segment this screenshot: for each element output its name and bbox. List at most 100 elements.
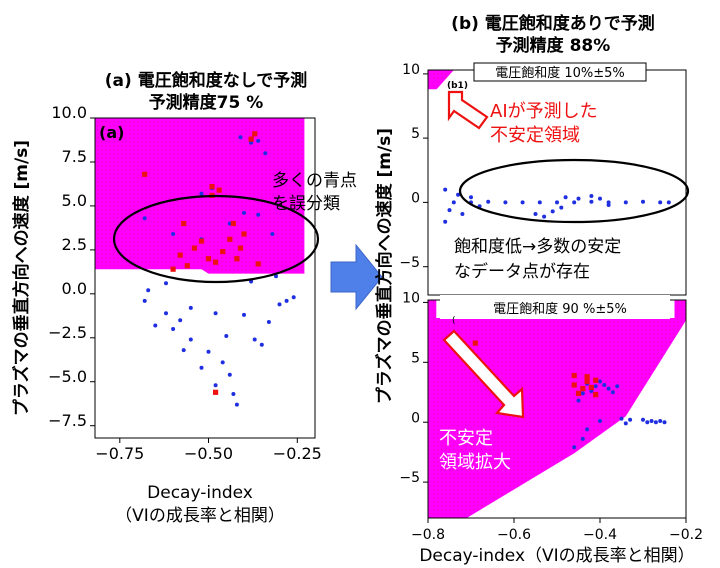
panel-b1-y-tick-label: −5	[399, 255, 420, 271]
panel-b1-region-texture	[428, 70, 454, 90]
panel-a-annotation-line2: を誤分類	[272, 194, 340, 214]
panel-b1-bottom-line1: 飽和度低→多数の安定	[454, 237, 621, 257]
panel-a-stable-point	[171, 327, 176, 331]
panel-a-xlabel-line2: （VIの成長率と相関）	[115, 506, 285, 526]
panel-a-stable-point	[188, 305, 193, 310]
panel-a-stable-point	[199, 365, 204, 370]
panel-a-stable-point	[171, 232, 176, 236]
panel-a-unstable-point	[252, 131, 258, 137]
panel-b1-stable-point	[589, 199, 594, 204]
panel-a-stable-point	[263, 151, 268, 156]
panel-b2-stable-point	[645, 420, 650, 425]
panel-a-y-tick-label: −2.5	[48, 323, 87, 342]
panel-a-unstable-point	[181, 220, 187, 227]
panel-a-unstable-point	[205, 256, 212, 262]
panel-b2-unstable-point	[575, 390, 582, 396]
panel-b1-stable-point	[456, 192, 461, 197]
panel-b1-plot	[428, 70, 671, 224]
panel-b2-stable-point	[580, 391, 585, 396]
panel-b1-annotation-line1: AIが予測した	[490, 101, 598, 122]
panel-a: (a) 電圧飽和度なしで予測 予測精度75 % (a) −0.75 −0.50 −0…	[11, 70, 357, 526]
panel-a-stable-point	[259, 342, 264, 347]
panel-a-unstable-point	[209, 184, 215, 190]
panel-b1-stable-point	[623, 200, 628, 205]
panel-a-y-tick-label: 7.5	[62, 147, 87, 166]
panel-b2-stable-point	[593, 384, 598, 389]
panel-b1-stable-point	[641, 199, 645, 204]
panel-b2-unstable-point	[472, 340, 478, 346]
panel-b1-stable-point	[666, 200, 671, 205]
panel-a-stable-point	[213, 311, 218, 316]
panel-a-unstable-point	[191, 245, 197, 251]
panel-b2-ticks: −0.8 −0.6 −0.4 −0.2 10 5 0 −5	[399, 290, 703, 543]
panel-b1-stable-point	[486, 199, 491, 204]
panel-b2-annotation-line1: 不安定	[439, 428, 493, 449]
panel-a-stable-point	[291, 295, 296, 300]
panel-b1-stable-point	[451, 200, 456, 205]
panel-b2-unstable-point	[588, 384, 594, 390]
panel-a-unstable-point	[255, 261, 261, 267]
panel-b2-stable-point	[615, 384, 620, 389]
panel-a-unstable-point	[177, 252, 183, 258]
panel-b2-x-tick-label: −0.8	[411, 527, 445, 543]
panel-b2-stable-point	[662, 420, 667, 425]
panel-a-stable-point	[252, 337, 257, 342]
panel-a-stable-point	[146, 288, 151, 293]
panel-a-y-tick-label: 0.0	[62, 279, 87, 298]
panel-b1-y-tick-label: 10	[402, 62, 420, 78]
panel-b1-stable-point	[520, 200, 525, 205]
panel-a-stable-point	[224, 334, 229, 338]
panel-b2-stable-point	[602, 383, 607, 387]
panel-a-inner-label: (a)	[99, 123, 124, 142]
panel-b: (b) 電圧飽和度ありで予測 予測精度 88% 電圧飽和度 10%±5% (b1…	[374, 13, 703, 566]
panel-b2-stable-point	[572, 445, 577, 450]
panel-a-unstable-point	[213, 389, 219, 395]
panel-a-x-tick-label: −0.50	[184, 444, 233, 463]
panel-a-stable-point	[142, 298, 147, 303]
panel-a-xlabel-line1: Decay-index	[147, 483, 253, 503]
panel-b1-stable-point	[559, 205, 564, 210]
panel-b2-unstable-point	[593, 392, 599, 398]
panel-b2-label: (	[452, 316, 456, 326]
panel-a-unstable-point	[142, 171, 148, 177]
panel-a-unstable-point	[241, 231, 247, 237]
panel-a-stable-point	[256, 138, 261, 143]
panel-a-stable-point	[284, 298, 289, 303]
panel-b2-stable-point	[580, 436, 585, 441]
panel-b1-stable-point	[443, 219, 448, 224]
panel-a-unstable-point	[170, 266, 176, 272]
panel-a-stable-point	[270, 232, 275, 236]
panel-b2-stable-point	[576, 398, 581, 403]
panel-b2-y-tick-label: 0	[411, 410, 420, 426]
panel-b2-unstable-point	[584, 378, 590, 385]
panel-b1-stable-point	[542, 214, 547, 219]
panel-b2-y-tick-label: 5	[411, 350, 420, 366]
panel-b2-region-texture	[428, 300, 686, 518]
panel-a-x-tick-label: −0.25	[273, 444, 322, 463]
panel-b2-x-tick-label: −0.2	[669, 527, 703, 543]
panel-a-stable-point	[164, 311, 168, 316]
panel-a-title-line1: (a) 電圧飽和度なしで予測	[105, 70, 307, 91]
panel-b1-stable-point	[576, 196, 581, 201]
panel-b2-x-tick-label: −0.4	[583, 527, 617, 543]
panel-a-unstable-point	[216, 187, 222, 193]
panel-b-ylabel: プラズマの垂直方向への速度 [m/s]	[374, 128, 395, 404]
panel-a-y-tick-label: −7.5	[48, 411, 87, 430]
panel-a-stable-point	[277, 302, 282, 307]
panel-b2-stable-point	[658, 419, 663, 423]
panel-b-title-line1: (b) 電圧飽和度ありで予測	[451, 13, 655, 34]
panel-b2-box	[440, 295, 670, 319]
panel-a-stable-point	[188, 337, 193, 342]
panel-b1-pointer-arrow	[447, 90, 489, 130]
panel-b1-stable-point	[550, 209, 555, 214]
panel-b1-stable-point	[563, 195, 568, 200]
panel-a-y-tick-label: 10.0	[51, 103, 87, 122]
panel-a-ylabel: プラズマの垂直方向への速度 [m/s]	[11, 140, 32, 416]
panel-b2-stable-point	[606, 386, 611, 391]
panel-b2-y-tick-label: −5	[399, 470, 420, 486]
panel-b1-stable-point	[447, 208, 452, 213]
panel-b2-stable-point	[610, 390, 615, 395]
panel-b1-stable-point	[443, 187, 448, 192]
panel-b2-stable-point	[623, 421, 628, 426]
